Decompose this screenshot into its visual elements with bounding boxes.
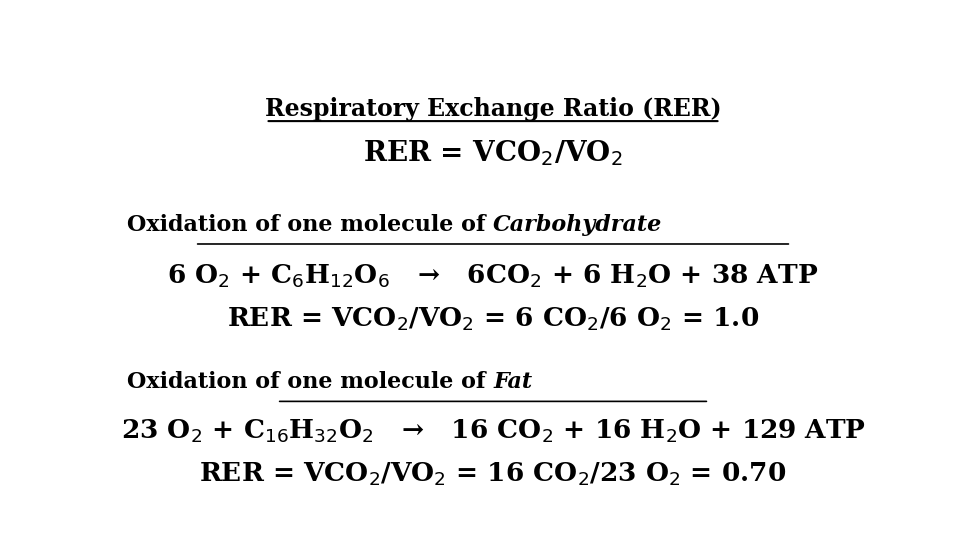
Text: Oxidation of one molecule of: Oxidation of one molecule of (127, 213, 492, 236)
Text: RER = VCO$_2$/VO$_2$: RER = VCO$_2$/VO$_2$ (363, 138, 622, 169)
Text: RER = VCO$_2$/VO$_2$ = 16 CO$_2$/23 O$_2$ = 0.70: RER = VCO$_2$/VO$_2$ = 16 CO$_2$/23 O$_2… (199, 461, 786, 488)
Text: Carbohydrate: Carbohydrate (492, 213, 661, 236)
Text: Oxidation of one molecule of: Oxidation of one molecule of (127, 371, 492, 393)
Text: Respiratory Exchange Ratio (RER): Respiratory Exchange Ratio (RER) (264, 97, 721, 122)
Text: Fat: Fat (492, 371, 531, 393)
Text: RER = VCO$_2$/VO$_2$ = 6 CO$_2$/6 O$_2$ = 1.0: RER = VCO$_2$/VO$_2$ = 6 CO$_2$/6 O$_2$ … (227, 306, 758, 333)
Text: 6 O$_2$ + C$_6$H$_{12}$O$_6$   →   6CO$_2$ + 6 H$_2$O + 38 ATP: 6 O$_2$ + C$_6$H$_{12}$O$_6$ → 6CO$_2$ +… (167, 263, 818, 290)
Text: 23 O$_2$ + C$_{16}$H$_{32}$O$_2$   →   16 CO$_2$ + 16 H$_2$O + 129 ATP: 23 O$_2$ + C$_{16}$H$_{32}$O$_2$ → 16 CO… (120, 418, 865, 445)
